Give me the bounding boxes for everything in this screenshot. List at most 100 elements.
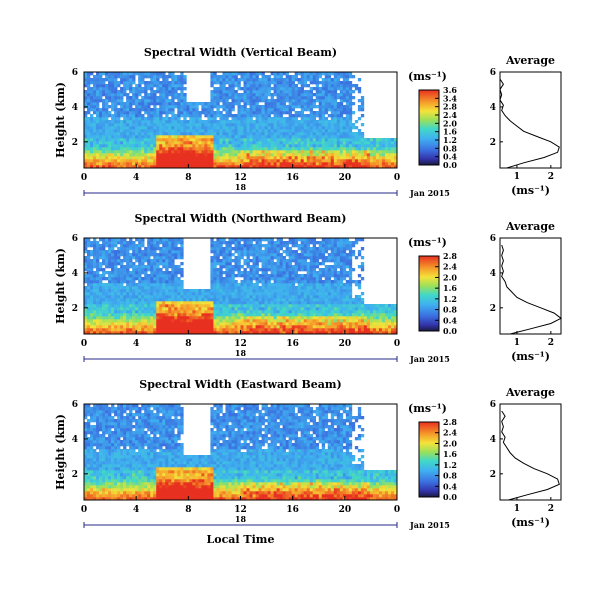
- heatmap-cell: [339, 90, 344, 94]
- heatmap-cell: [168, 93, 172, 97]
- heatmap-cell: [297, 165, 301, 169]
- heatmap-cell: [258, 105, 262, 109]
- heatmap-cell: [336, 84, 341, 88]
- heatmap-cell: [270, 316, 274, 320]
- heatmap-cell: [135, 153, 139, 157]
- heatmap-cell: [300, 84, 304, 88]
- heatmap-cell: [360, 132, 365, 136]
- heatmap-cell: [276, 292, 280, 296]
- heatmap-cell: [294, 78, 298, 82]
- heatmap-cell: [162, 325, 166, 329]
- heatmap-cell: [261, 81, 265, 85]
- heatmap-cell: [177, 295, 181, 299]
- heatmap-cell: [255, 247, 259, 251]
- heatmap-cell: [93, 286, 97, 290]
- heatmap-cell: [216, 141, 220, 145]
- heatmap-cell: [336, 138, 341, 142]
- heatmap-cell: [261, 126, 265, 130]
- heatmap-cell: [303, 268, 308, 272]
- heatmap-cell: [162, 99, 166, 103]
- heatmap-cell: [210, 268, 214, 272]
- heatmap-cell: [201, 313, 205, 317]
- heatmap-cell: [321, 90, 326, 94]
- heatmap-cell: [255, 102, 259, 106]
- heatmap-cell: [228, 262, 232, 266]
- heatmap-cell: [255, 144, 259, 148]
- heatmap-cell: [312, 120, 317, 124]
- heatmap-cell: [351, 132, 356, 136]
- heatmap-cell: [270, 105, 274, 109]
- heatmap-cell: [159, 307, 163, 311]
- heatmap-cell: [141, 156, 145, 160]
- heatmap-cell: [243, 105, 247, 109]
- heatmap-cell: [132, 256, 136, 260]
- heatmap-cell: [138, 72, 142, 76]
- heatmap-cell: [174, 141, 178, 145]
- heatmap-cell: [216, 138, 220, 142]
- heatmap-cell: [150, 289, 154, 293]
- heatmap-cell: [87, 141, 91, 145]
- heatmap-cell: [156, 99, 160, 103]
- heatmap-cell: [282, 129, 286, 133]
- heatmap-cell: [252, 244, 256, 248]
- heatmap-cell: [165, 313, 169, 317]
- heatmap-cell: [141, 165, 145, 169]
- heatmap-cell: [246, 280, 250, 284]
- heatmap-cell: [147, 265, 151, 269]
- heatmap-cell: [147, 156, 151, 160]
- heatmap-cell: [306, 126, 311, 130]
- heatmap-cell: [87, 250, 91, 254]
- heatmap-cell: [237, 99, 241, 103]
- heatmap-cell: [87, 244, 91, 248]
- heatmap-cell: [252, 114, 256, 118]
- heatmap-cell: [240, 271, 244, 275]
- heatmap-cell: [303, 138, 308, 142]
- heatmap-cell: [285, 135, 289, 139]
- heatmap-cell: [300, 274, 304, 278]
- heatmap-cell: [291, 147, 295, 151]
- heatmap-cell: [108, 289, 112, 293]
- heatmap-cell: [138, 331, 142, 335]
- heatmap-cell: [168, 310, 172, 314]
- heatmap-cell: [99, 144, 103, 148]
- heatmap-cell: [150, 268, 154, 272]
- heatmap-cell: [297, 289, 301, 293]
- heatmap-cell: [111, 120, 115, 124]
- heatmap-cell: [153, 295, 157, 299]
- heatmap-cell: [216, 99, 220, 103]
- heatmap-cell: [108, 286, 112, 290]
- heatmap-cell: [216, 310, 220, 314]
- heatmap-cell: [267, 286, 271, 290]
- heatmap-cell: [159, 238, 163, 242]
- heatmap-cell: [165, 129, 169, 133]
- heatmap-cell: [207, 147, 211, 151]
- heatmap-cell: [243, 108, 247, 112]
- heatmap-cell: [369, 156, 374, 160]
- heatmap-cell: [195, 310, 199, 314]
- heatmap-cell: [270, 244, 274, 248]
- heatmap-cell: [165, 247, 169, 251]
- heatmap-cell: [93, 262, 97, 266]
- heatmap-cell: [234, 259, 238, 263]
- heatmap-cell: [114, 313, 118, 317]
- heatmap-cell: [300, 283, 304, 287]
- heatmap-cell: [150, 153, 154, 157]
- heatmap-cell: [255, 262, 259, 266]
- heatmap-cell: [150, 244, 154, 248]
- heatmap-cell: [84, 286, 88, 290]
- heatmap-cell: [189, 295, 193, 299]
- heatmap-cell: [96, 129, 100, 133]
- heatmap-cell: [156, 132, 160, 136]
- heatmap-cell: [96, 280, 100, 284]
- heatmap-cell: [165, 322, 169, 326]
- heatmap-cell: [96, 84, 100, 88]
- heatmap-cell: [240, 72, 244, 76]
- heatmap-cell: [360, 138, 365, 142]
- heatmap-cell: [147, 87, 151, 91]
- heatmap-cell: [303, 325, 308, 329]
- heatmap-cell: [87, 322, 91, 326]
- heatmap-cell: [135, 265, 139, 269]
- heatmap-cell: [243, 87, 247, 91]
- heatmap-cell: [105, 96, 109, 100]
- heatmap-cell: [144, 126, 148, 130]
